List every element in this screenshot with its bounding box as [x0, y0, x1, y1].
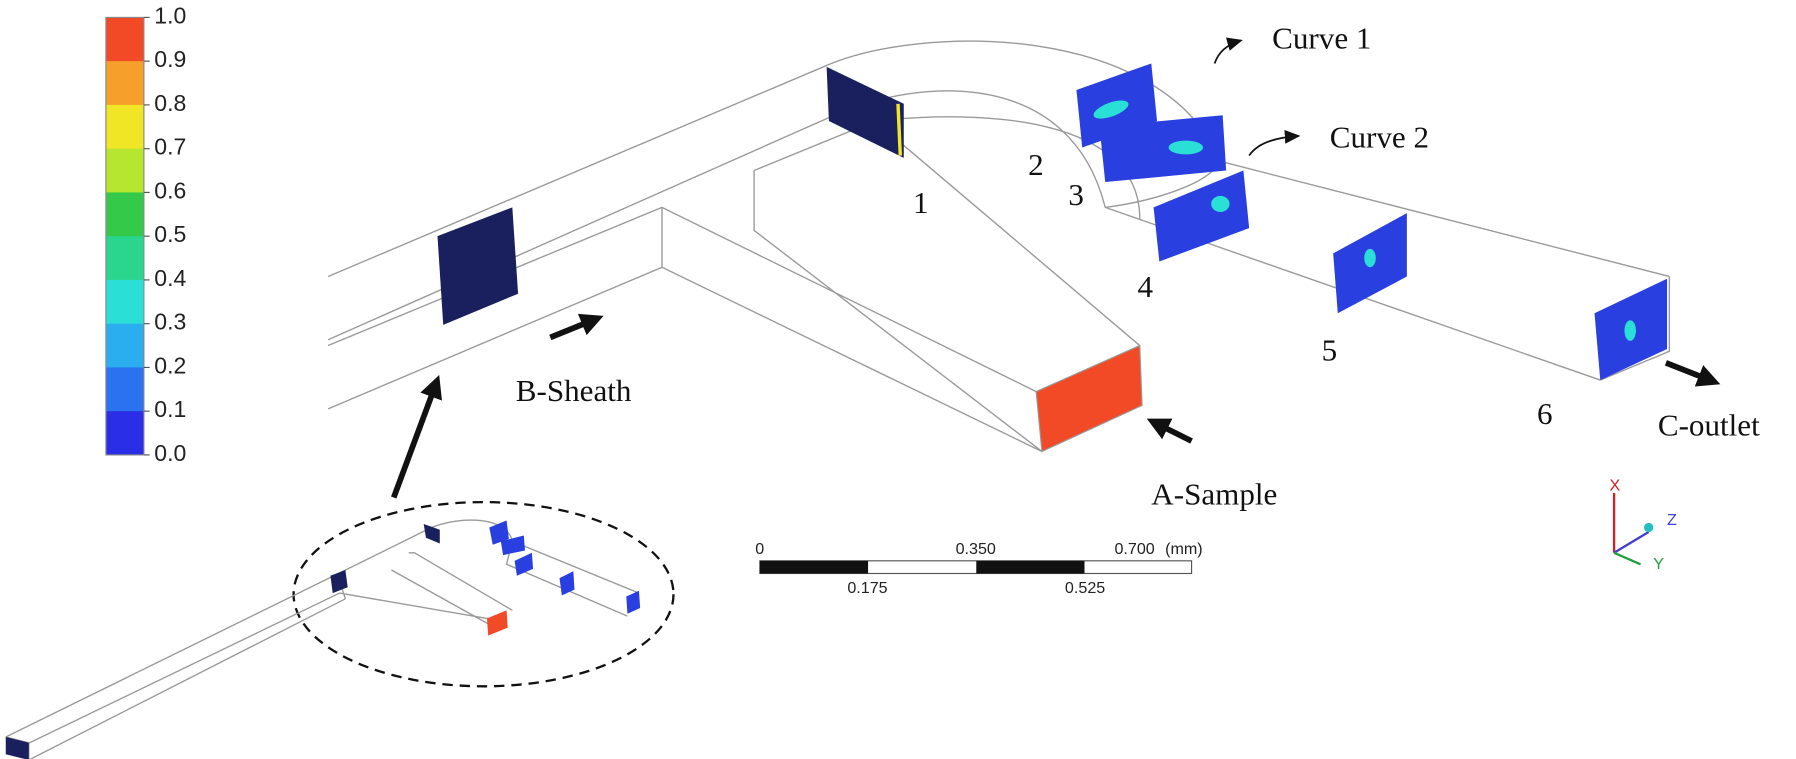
section-label: 1	[913, 185, 929, 220]
colorbar-label: 0.3	[154, 309, 186, 335]
colorbar-label: 0.6	[154, 177, 186, 203]
section-label: 6	[1537, 396, 1553, 431]
section-label: 4	[1137, 269, 1153, 304]
scale-label: 0.350	[956, 540, 996, 558]
colorbar-label: 0.9	[154, 46, 186, 72]
scale-unit: (mm)	[1165, 540, 1203, 558]
colorbar-band	[106, 236, 144, 280]
axis-label: X	[1609, 477, 1620, 495]
colorbar: 1.0 0.9 0.8 0.7 0.6 0.5 0.4 0.3 0.2 0.1 0.0	[106, 2, 187, 465]
scale-label: 0.700	[1114, 540, 1154, 558]
inlet-label: B-Sheath	[516, 373, 632, 408]
curve-label: Curve 1	[1272, 21, 1371, 56]
figure: 1.0 0.9 0.8 0.7 0.6 0.5 0.4 0.3 0.2 0.1 0.0 Curve …	[0, 0, 1796, 759]
inset	[6, 502, 674, 759]
colorbar-label: 0.7	[154, 134, 186, 160]
colorbar-band	[106, 17, 144, 61]
colorbar-band	[106, 324, 144, 368]
scale-bar: 0 0.350 0.700 (mm) 0.175 0.525	[755, 540, 1202, 597]
scale-label: 0.175	[847, 579, 887, 597]
colorbar-label: 0.0	[154, 440, 186, 466]
colorbar-label: 0.4	[154, 265, 186, 291]
colorbar-band	[106, 411, 144, 455]
colorbar-label: 0.8	[154, 90, 186, 116]
colorbar-band	[106, 192, 144, 236]
colorbar-band	[106, 149, 144, 193]
colorbar-label: 0.1	[154, 396, 186, 422]
scale-label: 0	[755, 540, 764, 558]
colorbar-label: 1.0	[154, 2, 186, 28]
axis-label: Y	[1653, 555, 1664, 573]
section-label: 2	[1028, 147, 1044, 182]
inlet-label: A-Sample	[1151, 476, 1277, 511]
colorbar-label: 0.5	[154, 221, 186, 247]
colorbar-band	[106, 105, 144, 149]
section-label: 3	[1068, 177, 1084, 212]
colorbar-label: 0.2	[154, 352, 186, 378]
curve-label: Curve 2	[1330, 120, 1429, 155]
outlet-label: C-outlet	[1658, 407, 1760, 442]
colorbar-band	[106, 367, 144, 411]
section-label: 5	[1322, 333, 1338, 368]
colorbar-band	[106, 280, 144, 324]
axis-label: Z	[1667, 511, 1677, 529]
colorbar-band	[106, 61, 144, 105]
scale-label: 0.525	[1065, 579, 1105, 597]
axis-triad: X Z Y	[1609, 477, 1677, 573]
